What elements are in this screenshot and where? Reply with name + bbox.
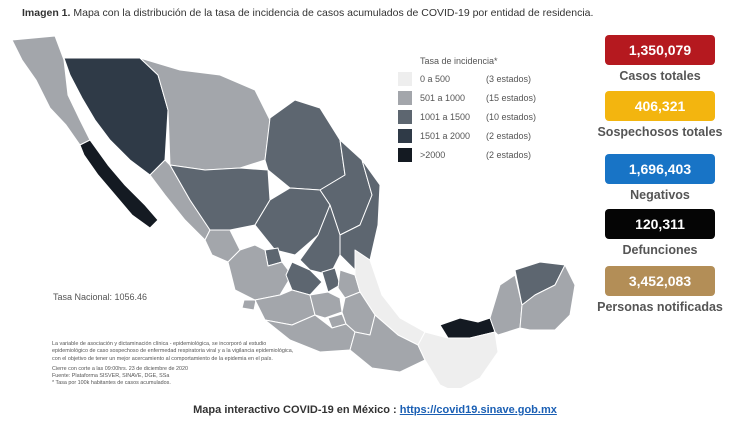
legend-count: (10 estados): [486, 111, 537, 122]
map-legend: Tasa de incidencia* 0 a 500 (3 estados) …: [398, 56, 536, 164]
note-line: epidemiológico de caso sospechoso de enf…: [52, 348, 294, 355]
legend-swatch: [398, 128, 412, 143]
legend-swatch: [398, 147, 412, 162]
legend-item: 501 a 1000 (15 estados): [398, 88, 536, 107]
legend-range: 1501 a 2000: [420, 130, 471, 141]
note-line: con el objetivo de tener un mejor acerca…: [52, 355, 273, 362]
state-jalisco: [227, 244, 293, 301]
state-san-luis-potosi: [299, 204, 341, 276]
legend-item: 1501 a 2000 (2 estados): [398, 126, 536, 145]
stat-personas-notificadas: 3,452,083 Personas notificadas: [594, 266, 726, 314]
title-text: Mapa con la distribución de la tasa de i…: [73, 7, 594, 19]
note-line: Cierre con corte a las 09:00hrs. 23 de d…: [52, 365, 189, 372]
state-chiapas: [417, 331, 499, 388]
stat-sospechosos-totales: 406,321 Sospechosos totales: [594, 91, 726, 139]
image-title: Imagen 1. Mapa con la distribución de la…: [22, 7, 593, 19]
national-rate: Tasa Nacional: 1056.46: [53, 292, 148, 302]
stat-value: 1,696,403: [605, 154, 715, 184]
legend-swatch: [398, 90, 412, 105]
stat-label: Negativos: [630, 188, 690, 202]
state-queretaro: [321, 267, 341, 293]
state-baja-california-sur: [79, 139, 159, 229]
legend-range: >2000: [420, 149, 446, 160]
stat-label: Casos totales: [619, 69, 701, 83]
stat-label: Personas notificadas: [597, 300, 723, 314]
state-colima: [241, 299, 257, 311]
stat-label: Sospechosos totales: [597, 125, 723, 139]
stat-value: 3,452,083: [605, 266, 715, 296]
note-line: La variable de asociación y dictaminació…: [52, 341, 267, 347]
legend-item: >2000 (2 estados): [398, 145, 536, 164]
legend-count: (2 estados): [486, 130, 532, 141]
footer-text: Mapa interactivo COVID-19 en México :: [193, 404, 397, 416]
legend-swatch: [398, 109, 412, 124]
stat-label: Defunciones: [622, 243, 698, 257]
legend-range: 501 a 1000: [420, 92, 466, 103]
note-line: * Tasa por 100k habitantes de casos acum…: [52, 380, 171, 387]
legend-swatch: [398, 71, 412, 86]
state-quintana-roo: [519, 264, 576, 331]
mexico-choropleth-map: [11, 35, 576, 388]
stat-value: 1,350,079: [605, 35, 715, 65]
footnotes: La variable de asociación y dictaminació…: [52, 341, 382, 388]
note-line: Fuente: Plataforma SISVER, SINAVE, DGE, …: [52, 373, 170, 380]
state-coahuila: [264, 99, 346, 191]
state-tamaulipas: [339, 159, 381, 271]
state-campeche: [489, 274, 523, 336]
state-mexico: [309, 291, 343, 319]
state-guerrero: [264, 314, 356, 353]
state-sonora: [63, 57, 169, 176]
legend-item: 0 a 500 (3 estados): [398, 69, 536, 88]
state-oaxaca: [349, 314, 426, 373]
covid-site-link[interactable]: https://covid19.sinave.gob.mx: [399, 404, 557, 416]
legend-count: (15 estados): [486, 92, 537, 103]
legend-item: 1001 a 1500 (10 estados): [398, 107, 536, 126]
stat-value: 406,321: [605, 91, 715, 121]
state-chihuahua: [139, 57, 271, 171]
footer: Mapa interactivo COVID-19 en México : ht…: [0, 404, 750, 416]
legend-count: (3 estados): [486, 73, 532, 84]
title-prefix: Imagen 1.: [22, 7, 71, 19]
legend-title: Tasa de incidencia*: [420, 56, 498, 66]
stat-negativos: 1,696,403 Negativos: [594, 154, 726, 202]
stat-casos-totales: 1,350,079 Casos totales: [594, 35, 726, 83]
stat-value: 120,311: [605, 209, 715, 239]
stat-defunciones: 120,311 Defunciones: [594, 209, 726, 257]
legend-range: 0 a 500: [420, 73, 451, 84]
legend-range: 1001 a 1500: [420, 111, 471, 122]
legend-count: (2 estados): [486, 149, 532, 160]
